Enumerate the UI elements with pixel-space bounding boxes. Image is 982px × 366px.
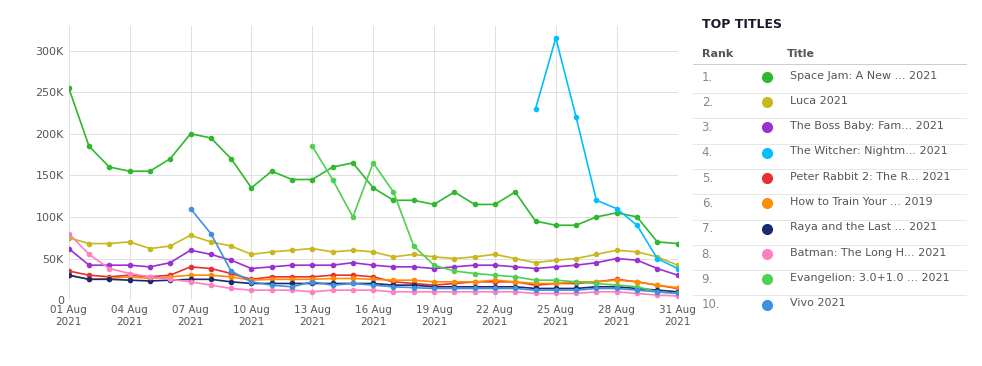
Text: The Witcher: Nightm... 2021: The Witcher: Nightm... 2021 xyxy=(790,146,948,156)
Text: 10.: 10. xyxy=(701,298,720,311)
Text: Rank: Rank xyxy=(701,49,733,60)
Text: Luca 2021: Luca 2021 xyxy=(790,96,847,106)
Text: 3.: 3. xyxy=(701,121,713,134)
Text: Evangelion: 3.0+1.0 ... 2021: Evangelion: 3.0+1.0 ... 2021 xyxy=(790,273,950,283)
Text: 7.: 7. xyxy=(701,223,713,235)
Text: TOP TITLES: TOP TITLES xyxy=(701,18,782,31)
Text: How to Train Your ... 2019: How to Train Your ... 2019 xyxy=(790,197,933,207)
Text: 9.: 9. xyxy=(701,273,713,286)
Text: The Boss Baby: Fam... 2021: The Boss Baby: Fam... 2021 xyxy=(790,121,944,131)
Text: 1.: 1. xyxy=(701,71,713,83)
Text: 6.: 6. xyxy=(701,197,713,210)
Text: Raya and the Last ... 2021: Raya and the Last ... 2021 xyxy=(790,223,937,232)
Text: 4.: 4. xyxy=(701,146,713,160)
Text: Vivo 2021: Vivo 2021 xyxy=(790,298,846,308)
Text: 8.: 8. xyxy=(701,248,713,261)
Text: Peter Rabbit 2: The R... 2021: Peter Rabbit 2: The R... 2021 xyxy=(790,172,951,182)
Text: Space Jam: A New ... 2021: Space Jam: A New ... 2021 xyxy=(790,71,937,81)
Text: Batman: The Long H... 2021: Batman: The Long H... 2021 xyxy=(790,248,947,258)
Text: Title: Title xyxy=(787,49,815,60)
Text: 5.: 5. xyxy=(701,172,713,185)
Text: 2.: 2. xyxy=(701,96,713,109)
